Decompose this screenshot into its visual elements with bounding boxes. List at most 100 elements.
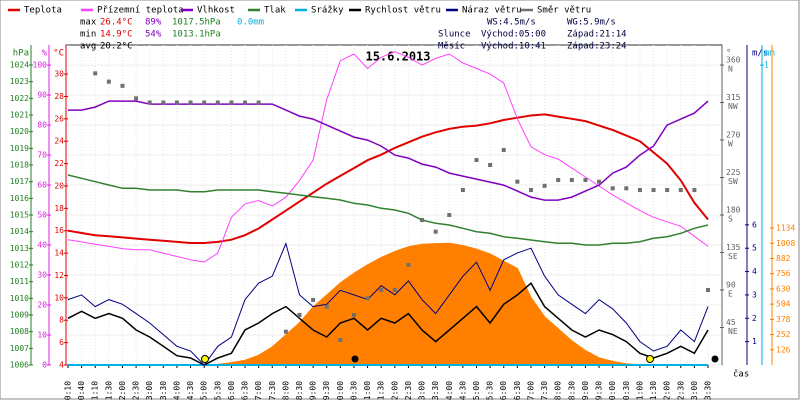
y-tick-label: 30 xyxy=(37,271,47,280)
direction-point xyxy=(188,100,193,105)
x-tick-label: 20:00 xyxy=(608,381,617,400)
compass-label: SW xyxy=(728,177,738,186)
y-tick-label: 10 xyxy=(54,293,64,302)
x-tick-label: 10:00 xyxy=(336,381,345,400)
y-tick-label: 180 xyxy=(726,206,741,215)
sunrise-icon xyxy=(201,355,209,363)
x-tick-label: 16:30 xyxy=(513,381,522,400)
direction-point xyxy=(338,338,343,342)
x-tick-label: 11:30 xyxy=(377,381,386,400)
x-tick-label: 23:00 xyxy=(690,381,699,400)
legend-label: Náraz větru xyxy=(462,6,522,16)
y-tick-label: 22 xyxy=(54,159,64,168)
y-tick-label: 30 xyxy=(54,70,64,79)
x-tick-label: 17:30 xyxy=(540,381,549,400)
direction-point xyxy=(501,148,506,152)
x-tick-label: 22:00 xyxy=(663,381,672,400)
y-tick-label: 1134 xyxy=(776,224,795,233)
direction-point xyxy=(106,79,111,84)
stat: 0.0mm xyxy=(237,18,264,28)
direction-point xyxy=(134,96,139,101)
legend-label: Přízemní teplota xyxy=(97,6,184,16)
series-line xyxy=(68,100,709,201)
y-tick-label: 60 xyxy=(37,181,47,190)
x-tick-label: 18:30 xyxy=(567,381,576,400)
x-tick-label: 23:30 xyxy=(704,381,713,400)
direction-point xyxy=(597,179,602,184)
direction-point xyxy=(665,188,670,192)
x-tick-label: 04:00 xyxy=(172,381,181,400)
x-tick-label: 12:00 xyxy=(390,381,399,400)
direction-point xyxy=(637,188,642,192)
y-tick-label: 26 xyxy=(54,114,64,123)
stat: 1017.5hPa xyxy=(172,18,221,28)
direction-point xyxy=(528,188,533,192)
stat: 54% xyxy=(145,30,162,40)
x-tick-label: 08:30 xyxy=(295,381,304,400)
direction-point xyxy=(706,288,710,292)
y-tick-label: 126 xyxy=(776,345,791,354)
y-tick-label: 4 xyxy=(752,267,757,276)
y-tick-label: 100 xyxy=(33,61,48,70)
x-tick-label: 07:00 xyxy=(254,381,263,400)
y-tick-label: 5 xyxy=(752,244,757,253)
x-tick-label: 00:40 xyxy=(77,381,86,400)
y-tick-label: 1023 xyxy=(10,77,29,86)
y-tick-label: 1021 xyxy=(10,111,29,120)
y-tick-label: 0 xyxy=(42,361,47,370)
marks-layer: 00:10 00:40 01:10 01:30 02:00 02:30 03:00 03:30… xyxy=(8,6,795,400)
direction-point xyxy=(174,100,179,105)
y-tick-label: 6 xyxy=(752,220,757,229)
x-tick-label: 02:30 xyxy=(132,381,141,400)
y-tick-label: 1008 xyxy=(776,239,795,248)
compass-label: S xyxy=(728,215,733,224)
direction-point xyxy=(379,288,384,292)
y-tick-label: 315 xyxy=(726,93,741,102)
direction-point xyxy=(229,100,234,105)
y-tick-label: 6 xyxy=(59,338,64,347)
direction-point xyxy=(256,100,261,105)
compass-label: N xyxy=(728,65,733,74)
y-tick-label: 756 xyxy=(776,269,791,278)
direction-point xyxy=(202,100,207,105)
compass-label: NE xyxy=(728,327,738,336)
x-tick-label: 19:00 xyxy=(581,381,590,400)
x-tick-label: 09:00 xyxy=(309,381,318,400)
compass-label: SE xyxy=(728,252,738,261)
x-tick-label: 09:30 xyxy=(322,381,331,400)
direction-point xyxy=(460,188,465,192)
stat: avg xyxy=(80,42,96,52)
y-tick-label: 630 xyxy=(776,284,791,293)
direction-point xyxy=(678,188,683,192)
axis-unit: % xyxy=(42,49,48,59)
compass-label: E xyxy=(728,290,733,299)
direction-point xyxy=(542,183,547,188)
direction-point xyxy=(93,71,98,76)
direction-point xyxy=(447,213,452,217)
x-tick-label: 01:10 xyxy=(91,381,100,400)
direction-point xyxy=(651,188,656,192)
series-line xyxy=(67,282,709,366)
x-tick-label: 19:30 xyxy=(595,381,604,400)
x-tick-label: 11:00 xyxy=(363,381,372,400)
y-tick-label: 45 xyxy=(726,318,736,327)
y-tick-label: 360 xyxy=(726,56,741,65)
legend-label: Srážky xyxy=(311,6,344,16)
direction-point xyxy=(243,100,248,105)
stat: WS:4.5m/s xyxy=(487,18,536,28)
y-tick-label: 24 xyxy=(54,137,64,146)
x-tick-label: 13:00 xyxy=(418,381,427,400)
y-tick-label: 1011 xyxy=(10,277,29,286)
y-tick-label: 1007 xyxy=(10,344,29,353)
direction-point xyxy=(583,178,588,182)
y-tick-label: 14 xyxy=(54,249,64,258)
stat: 1013.1hPa xyxy=(172,30,221,40)
series-line xyxy=(67,51,709,263)
x-tick-label: 02:00 xyxy=(118,381,127,400)
x-tick-label: 05:00 xyxy=(200,381,209,400)
x-tick-label: 01:30 xyxy=(104,381,113,400)
y-tick-label: 90 xyxy=(37,91,47,100)
x-tick-label: 06:30 xyxy=(241,381,250,400)
y-tick-label: 80 xyxy=(37,121,47,130)
